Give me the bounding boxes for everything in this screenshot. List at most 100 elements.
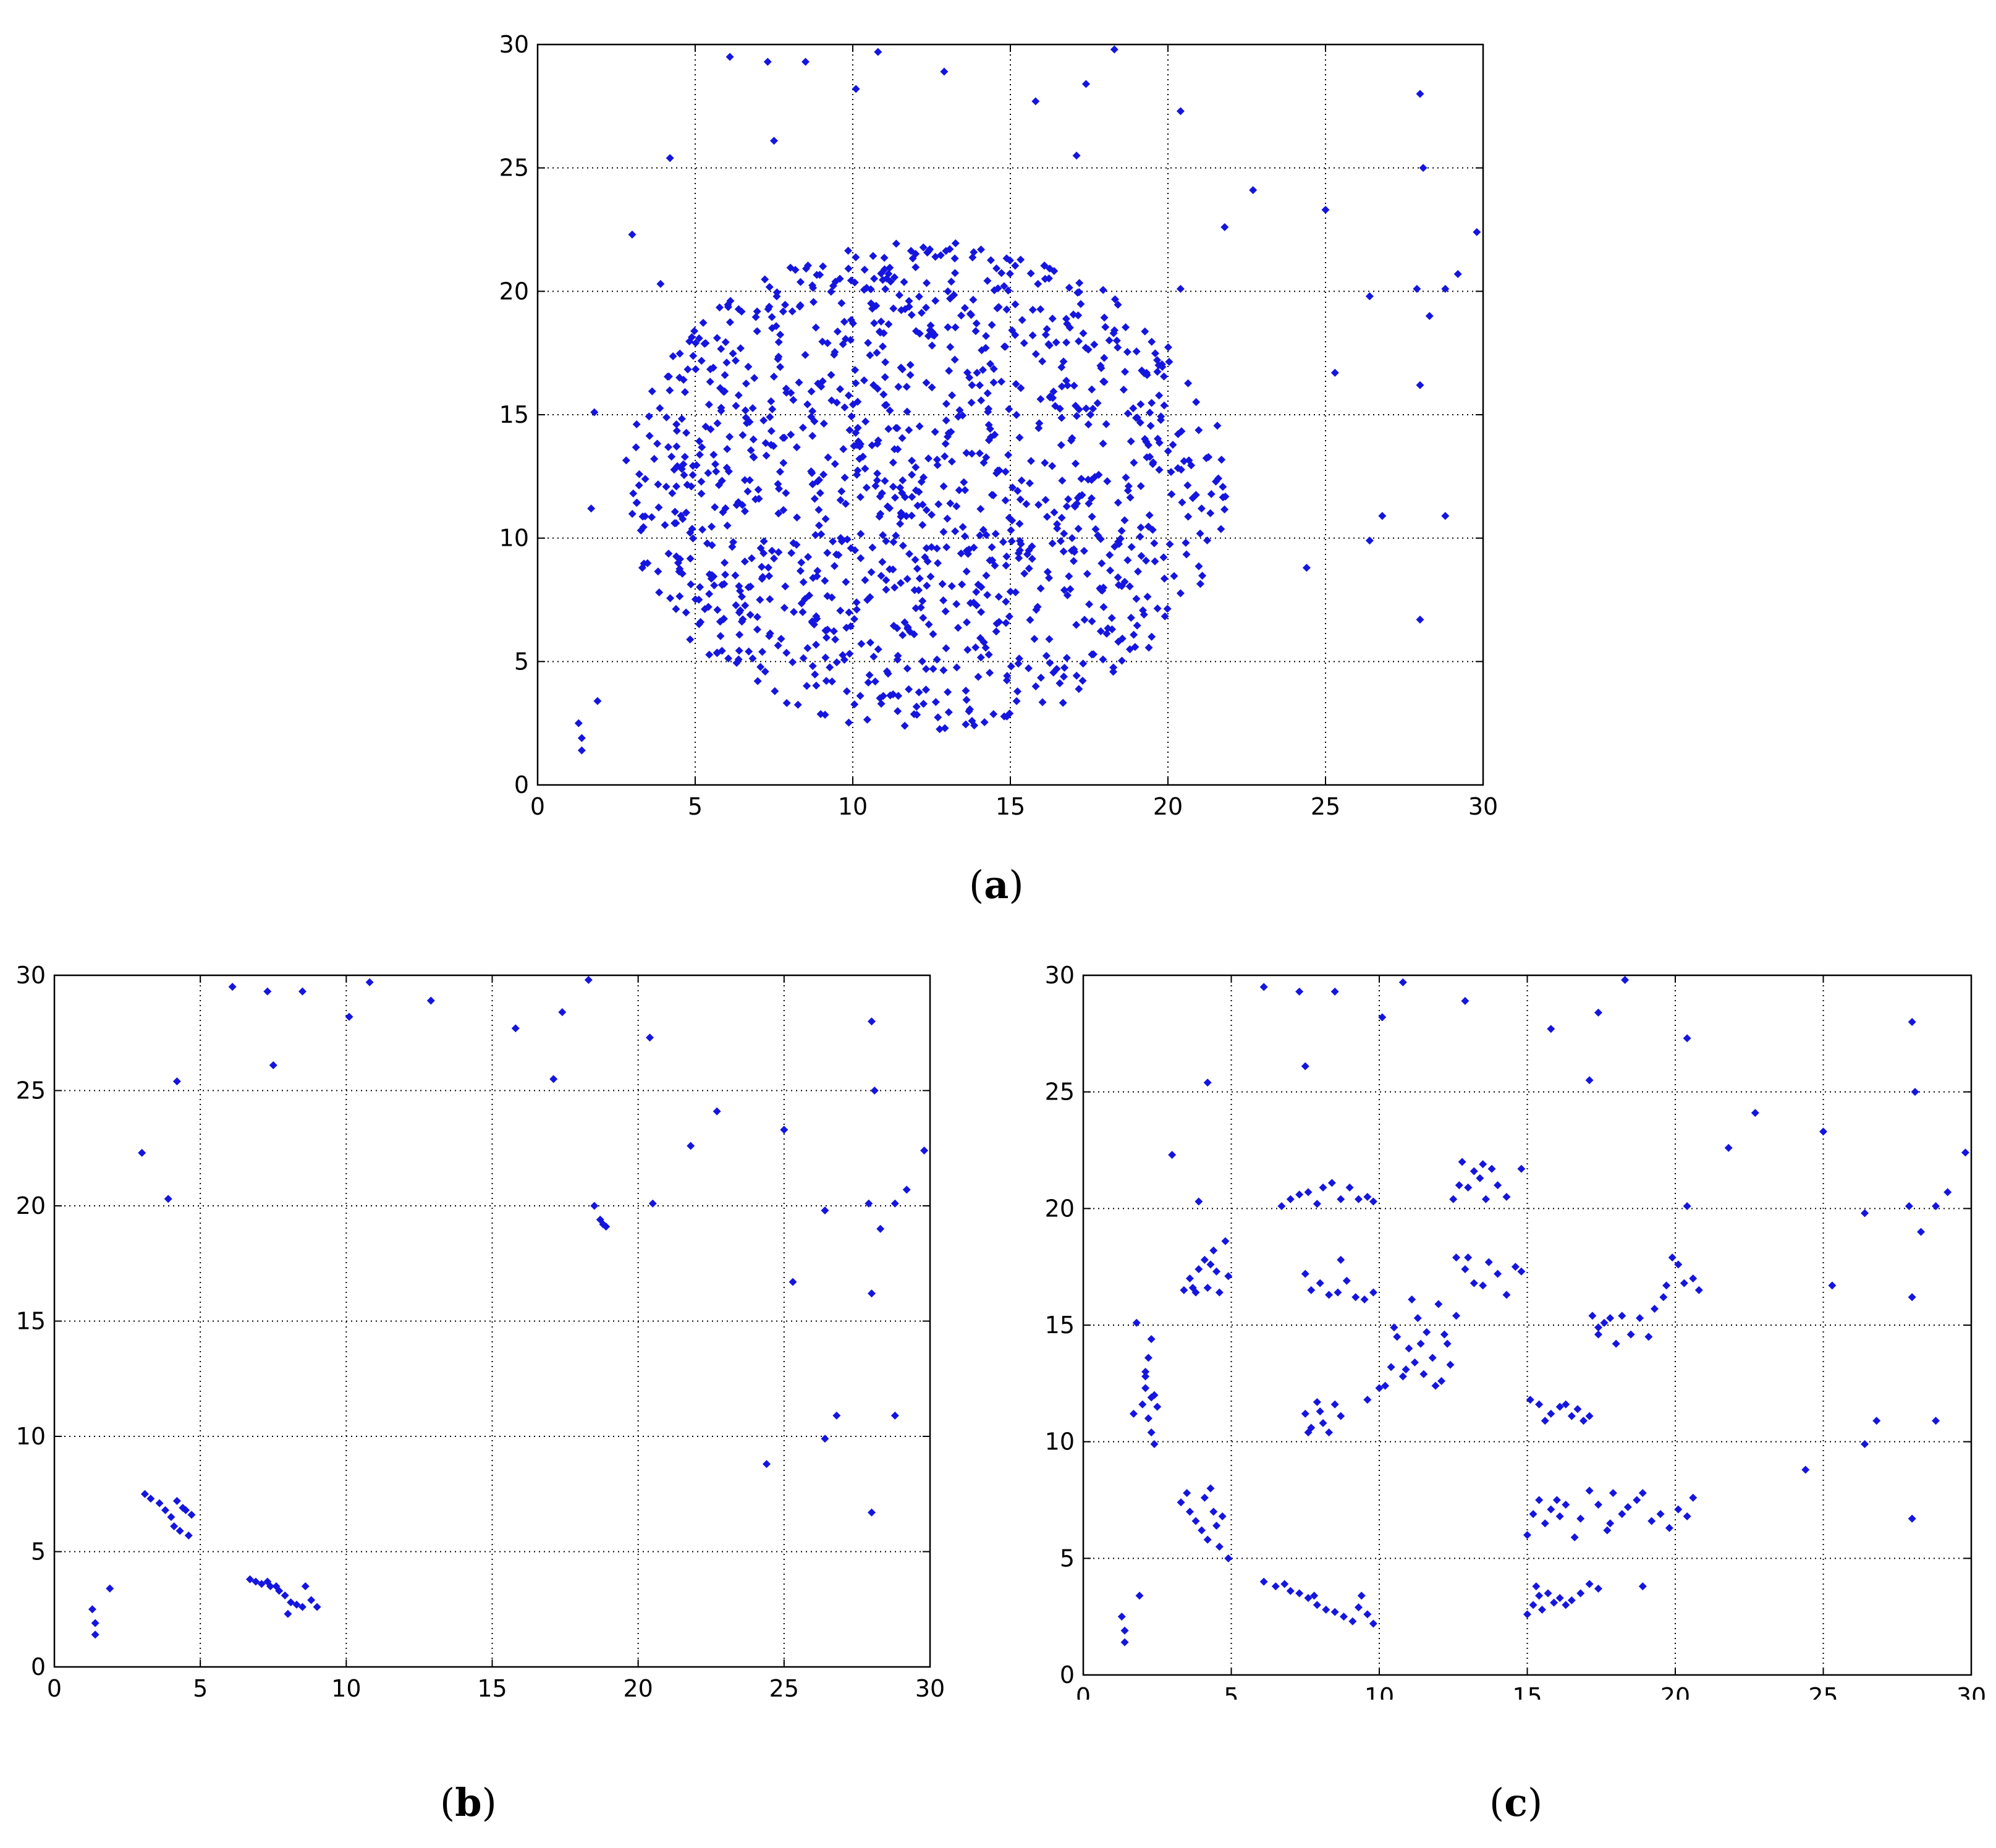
data-point — [1313, 1200, 1321, 1208]
data-point — [1458, 1158, 1466, 1166]
x-tick-label: 5 — [1224, 1683, 1238, 1700]
data-point — [808, 407, 817, 415]
data-point — [721, 338, 730, 347]
data-point — [868, 543, 877, 552]
data-point — [774, 641, 782, 650]
data-point — [281, 1591, 289, 1600]
data-point — [986, 433, 995, 441]
data-point — [984, 650, 993, 659]
data-point — [686, 635, 695, 644]
data-point — [716, 303, 724, 312]
data-point — [1150, 1439, 1159, 1448]
data-point — [877, 317, 886, 326]
data-point — [1259, 1577, 1268, 1586]
data-point — [1148, 525, 1157, 534]
data-point — [764, 305, 772, 313]
data-point — [1621, 976, 1630, 985]
data-point — [947, 278, 955, 286]
data-point — [1109, 668, 1118, 676]
data-point — [782, 384, 790, 393]
data-point — [1080, 546, 1088, 555]
data-point — [918, 657, 926, 666]
data-point — [827, 371, 835, 379]
data-point — [1046, 392, 1054, 401]
data-point — [1437, 1377, 1446, 1386]
data-point — [1398, 978, 1407, 986]
data-point — [1259, 983, 1268, 991]
data-point — [884, 425, 893, 433]
data-point — [1049, 387, 1058, 396]
data-point — [1535, 1400, 1544, 1409]
data-point — [155, 1499, 164, 1507]
data-point — [1195, 1265, 1203, 1273]
data-point — [704, 401, 713, 409]
data-point — [822, 677, 831, 685]
scatter-chart-c: 0 5 10 15 20 25 30 0 5 10 15 20 25 30 — [1045, 962, 1987, 1700]
data-point — [1060, 529, 1068, 538]
data-point — [1046, 659, 1054, 668]
data-point — [1105, 336, 1114, 345]
data-point — [977, 396, 986, 405]
data-point — [663, 372, 672, 381]
x-tick-label: 30 — [1956, 1683, 1986, 1700]
data-point — [724, 467, 733, 476]
data-point — [995, 617, 1004, 626]
data-point — [814, 506, 823, 514]
data-point — [862, 483, 871, 492]
data-point — [691, 339, 700, 347]
data-point — [941, 724, 949, 732]
data-point — [734, 305, 743, 313]
data-point — [284, 1609, 292, 1618]
data-point — [960, 303, 969, 312]
data-point — [1065, 284, 1073, 292]
data-point — [1217, 525, 1225, 533]
data-point — [801, 350, 810, 359]
data-point — [899, 476, 907, 485]
data-point — [1132, 347, 1141, 356]
data-point — [899, 541, 907, 550]
data-point — [725, 433, 734, 441]
data-point — [939, 596, 948, 604]
data-point — [960, 532, 969, 541]
data-point — [951, 527, 960, 536]
data-point — [913, 501, 922, 510]
data-point — [706, 365, 715, 373]
data-point — [958, 523, 967, 532]
data-point — [1562, 1400, 1570, 1409]
data-point — [921, 553, 929, 561]
data-point — [889, 458, 897, 467]
data-point — [826, 663, 834, 672]
data-point — [1220, 505, 1229, 514]
data-point — [853, 423, 862, 432]
data-point — [989, 710, 998, 718]
data-point — [944, 323, 952, 332]
data-point — [990, 286, 999, 295]
data-point — [886, 263, 894, 272]
data-point — [1585, 1580, 1594, 1588]
data-point — [1209, 1246, 1218, 1255]
data-point — [1153, 356, 1162, 365]
data-point — [855, 442, 864, 451]
data-point — [1075, 288, 1083, 297]
y-tick-label: 0 — [31, 1653, 46, 1681]
data-point — [1157, 412, 1165, 421]
data-point — [886, 504, 894, 512]
data-point — [252, 1577, 260, 1586]
data-point — [1073, 499, 1081, 508]
data-point — [1106, 566, 1114, 575]
data-point — [1053, 520, 1062, 528]
data-point — [1212, 477, 1220, 486]
data-point — [942, 416, 950, 425]
data-point — [899, 631, 907, 640]
data-point — [908, 470, 916, 479]
x-tick-label: 20 — [1153, 793, 1183, 820]
data-point — [1001, 342, 1010, 351]
x-tick-label: 15 — [477, 1675, 507, 1700]
x-tick-label: 0 — [530, 793, 545, 820]
data-point — [1028, 331, 1037, 340]
data-point — [1322, 1605, 1330, 1614]
data-point — [837, 299, 846, 307]
data-point — [957, 549, 965, 558]
data-point — [950, 254, 959, 263]
data-point — [1224, 1272, 1233, 1281]
